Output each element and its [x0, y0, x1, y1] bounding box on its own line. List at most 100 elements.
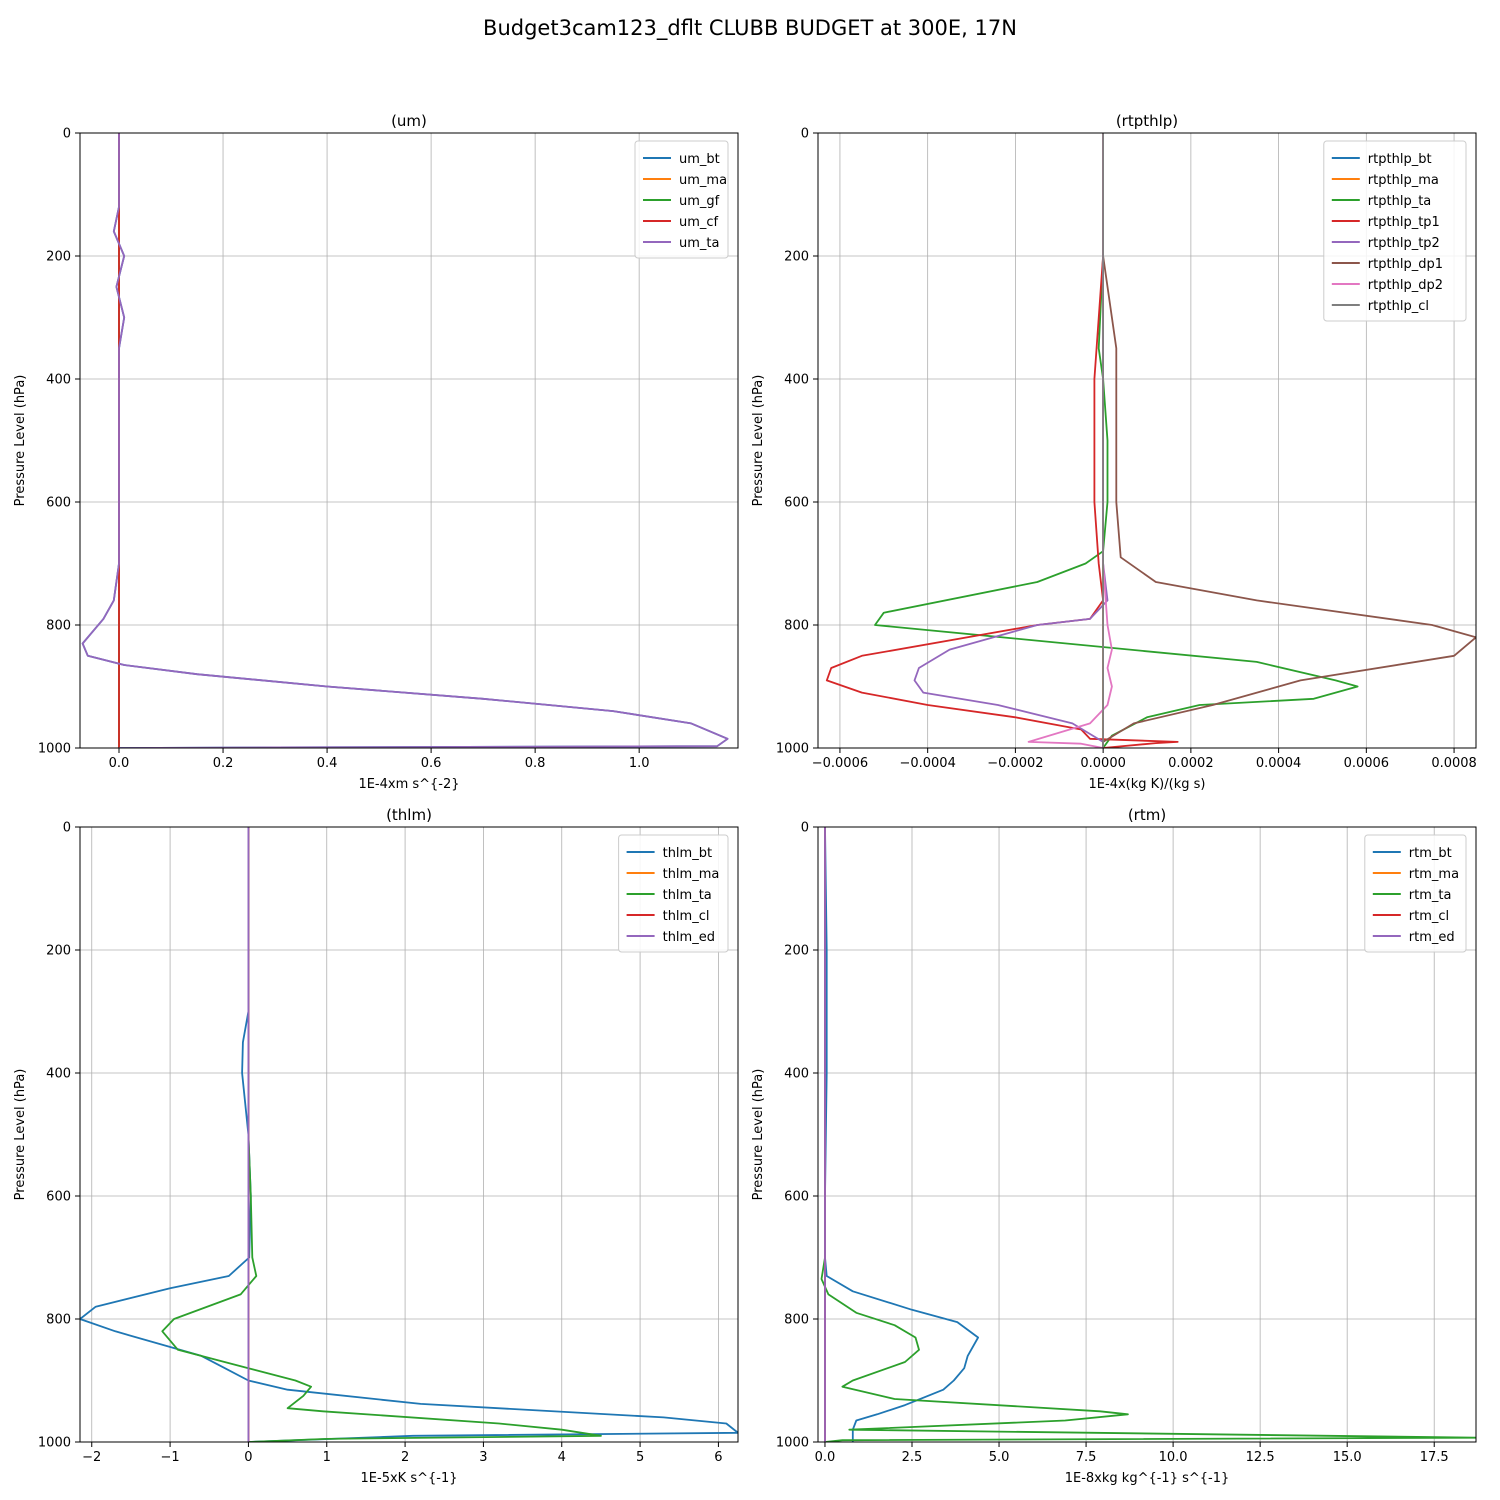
y-tick-label: 600	[46, 496, 71, 511]
plot-frame	[817, 826, 1477, 1443]
legend-entry: rtpthlp_cl	[1368, 299, 1429, 314]
plot-frame	[79, 132, 739, 749]
y-tick-label: 0	[801, 127, 809, 142]
y-tick-label: 600	[784, 496, 809, 511]
x-axis-label: 1E-8xkg kg^{-1} s^{-1}	[1065, 1471, 1230, 1486]
series-line-rtpthlp_dp2	[1027, 133, 1113, 748]
legend-entry: rtpthlp_tp2	[1368, 236, 1440, 251]
series-line-um_bt	[81, 133, 729, 748]
legend-entry: um_ta	[679, 236, 719, 251]
y-tick-label: 1000	[38, 742, 71, 757]
x-tick-label: 0.2	[213, 756, 234, 771]
legend-box	[618, 834, 729, 953]
x-tick-label: 5	[636, 1450, 644, 1465]
y-tick-label: 600	[784, 1190, 809, 1205]
x-tick-label: 12.5	[1246, 1450, 1275, 1465]
legend-entry: rtpthlp_dp2	[1368, 278, 1443, 293]
y-tick-label: 400	[46, 373, 71, 388]
x-axis-label: 1E-5xK s^{-1}	[361, 1471, 458, 1486]
x-tick-label: 5.0	[989, 1450, 1010, 1465]
x-tick-label: 1	[323, 1450, 331, 1465]
y-tick-label: 800	[46, 619, 71, 634]
legend-entry: thlm_cl	[663, 909, 710, 924]
y-tick-label: 200	[46, 944, 71, 959]
series-line-rtpthlp_dp1	[1102, 133, 1476, 748]
x-tick-label: 0.0008	[1431, 756, 1477, 771]
y-tick-label: 600	[46, 1190, 71, 1205]
legend-entry: um_cf	[679, 215, 719, 230]
y-axis-label: Pressure Level (hPa)	[13, 375, 28, 507]
legend-entry: thlm_ma	[663, 867, 720, 882]
x-tick-label: 0.0002	[1168, 756, 1214, 771]
x-tick-label: 0.0	[815, 1450, 836, 1465]
subplot-title: (rtpthlp)	[1116, 112, 1178, 130]
subplot-1: 0.0 0.2 0.4 0.6 0.8 1.0 0 200 400 600 800 1000 (um) 1…	[13, 112, 739, 792]
legend-box	[634, 140, 729, 259]
x-tick-label: 7.5	[1076, 1450, 1097, 1465]
legend-entry: rtpthlp_dp1	[1368, 257, 1443, 272]
series-line-um_ta	[81, 133, 729, 748]
y-tick-label: 800	[784, 619, 809, 634]
y-tick-label: 1000	[776, 1436, 809, 1451]
y-tick-label: 0	[801, 821, 809, 836]
x-tick-label: 15.0	[1333, 1450, 1362, 1465]
y-tick-label: 800	[784, 1313, 809, 1328]
x-tick-label: 0.0006	[1344, 756, 1390, 771]
y-axis-label: Pressure Level (hPa)	[751, 375, 766, 507]
x-axis-label: 1E-4x(kg K)/(kg s)	[1089, 777, 1206, 792]
x-tick-label: −0.0002	[987, 756, 1043, 771]
x-tick-label: 2.5	[902, 1450, 923, 1465]
y-axis-label: Pressure Level (hPa)	[751, 1069, 766, 1201]
legend-entry: thlm_ta	[663, 888, 712, 903]
subplot-title: (rtm)	[1128, 806, 1166, 824]
legend-entry: rtm_cl	[1409, 909, 1449, 924]
legend-entry: rtpthlp_bt	[1368, 152, 1432, 167]
y-tick-label: 0	[63, 127, 71, 142]
x-tick-label: 2	[401, 1450, 409, 1465]
legend-entry: um_bt	[679, 152, 720, 167]
legend-entry: thlm_ed	[663, 930, 715, 945]
subplot-4: 0.0 2.5 5.0 7.5 10.0 12.5 15.0 17.5 0 200 400 600 80…	[751, 806, 1477, 1486]
x-tick-label: 1.0	[629, 756, 650, 771]
y-tick-label: 1000	[38, 1436, 71, 1451]
plot-frame	[817, 132, 1477, 749]
legend: rtm_bt rtm_ma rtm_ta rtm_cl rtm_ed	[1364, 834, 1467, 953]
x-tick-label: 3	[479, 1450, 487, 1465]
legend-entry: rtpthlp_tp1	[1368, 215, 1440, 230]
x-tick-label: −0.0004	[899, 756, 955, 771]
subplot-2: −0.0006 −0.0004 −0.0002 0.0000 0.0002 0.0004 0…	[751, 112, 1477, 792]
series-line-rtpthlp_tp1	[825, 133, 1179, 748]
subplot-title: (um)	[391, 112, 427, 130]
x-tick-label: 17.5	[1420, 1450, 1449, 1465]
x-tick-label: 0.6	[421, 756, 442, 771]
series-line-thlm_ta	[161, 827, 602, 1442]
legend-entry: rtm_ma	[1409, 867, 1459, 882]
legend-entry: thlm_bt	[663, 846, 712, 861]
plot-frame	[79, 826, 739, 1443]
y-tick-label: 400	[784, 1067, 809, 1082]
figure-title: Budget3cam123_dflt CLUBB BUDGET at 300E,…	[483, 16, 1017, 40]
legend-entry: rtm_ed	[1409, 930, 1455, 945]
y-axis-label: Pressure Level (hPa)	[13, 1069, 28, 1201]
y-tick-label: 200	[784, 250, 809, 265]
x-tick-label: 4	[558, 1450, 566, 1465]
legend-entry: rtpthlp_ma	[1368, 173, 1439, 188]
x-tick-label: 10.0	[1159, 1450, 1188, 1465]
legend-box	[1364, 834, 1467, 953]
y-tick-label: 800	[46, 1313, 71, 1328]
x-tick-label: −0.0006	[812, 756, 868, 771]
y-tick-label: 400	[46, 1067, 71, 1082]
series-line-rtpthlp_tp2	[913, 133, 1109, 748]
x-tick-label: 0.0000	[1080, 756, 1126, 771]
subplot-3: −2 −1 0 1 2 3 4 5 6 0 200 400 600 800 1000 (thlm) 1E-5xK…	[13, 806, 739, 1486]
legend-entry: um_ma	[679, 173, 727, 188]
series-line-thlm_bt	[80, 827, 738, 1442]
y-tick-label: 1000	[776, 742, 809, 757]
series-line-rtm_bt	[824, 827, 979, 1442]
x-tick-label: 0.0	[109, 756, 130, 771]
x-tick-label: 0.4	[317, 756, 338, 771]
y-tick-label: 200	[784, 944, 809, 959]
x-tick-label: −1	[160, 1450, 179, 1465]
subplot-title: (thlm)	[386, 806, 432, 824]
